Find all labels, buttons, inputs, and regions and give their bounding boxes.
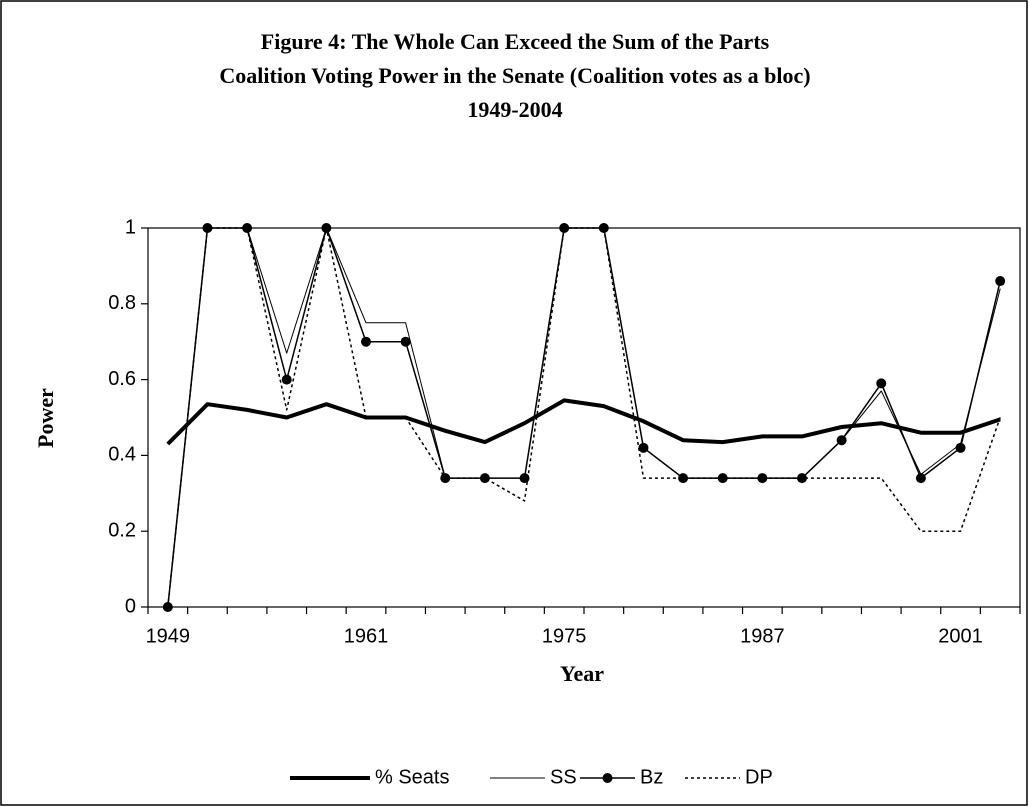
y-tick-label: 0 (125, 595, 136, 617)
data-point (519, 473, 530, 484)
series-line (167, 227, 1001, 608)
legend-label: SS (550, 766, 577, 788)
data-point (678, 473, 689, 484)
data-point (915, 473, 926, 484)
y-tick-label: 1 (125, 216, 136, 238)
data-point (757, 473, 768, 484)
data-point (995, 276, 1006, 287)
y-tick-label: 0.4 (108, 444, 136, 466)
data-point (400, 336, 411, 347)
data-point (281, 374, 292, 385)
chart-title: Figure 4: The Whole Can Exceed the Sum o… (261, 29, 770, 54)
data-point (638, 442, 649, 453)
data-point (361, 336, 371, 347)
data-point (955, 442, 966, 453)
x-tick-label: 1975 (542, 625, 587, 647)
data-point (836, 435, 847, 446)
x-tick-label: 1961 (344, 625, 389, 647)
legend-label: Bz (640, 766, 663, 788)
x-tick-label: 2001 (938, 625, 983, 647)
x-tick-label: 1949 (146, 625, 191, 647)
x-axis-title: Year (560, 661, 604, 686)
legend-label: % Seats (375, 766, 449, 788)
data-point (876, 378, 887, 389)
y-tick-label: 0.8 (108, 292, 136, 314)
legend-label: DP (745, 766, 773, 788)
data-point (797, 473, 807, 484)
chart-subtitle: 1949-2004 (467, 97, 562, 122)
y-tick-label: 0.2 (108, 519, 136, 541)
series-line (166, 398, 1001, 446)
data-point (598, 223, 609, 233)
chart-subtitle: Coalition Voting Power in the Senate (Co… (219, 63, 810, 88)
x-tick-label: 1987 (740, 625, 785, 647)
y-tick-label: 0.6 (108, 368, 136, 390)
series-line (167, 227, 1001, 608)
data-point (202, 223, 213, 233)
legend-marker (602, 773, 613, 783)
data-point (479, 473, 490, 484)
y-axis-title: Power (33, 388, 58, 448)
